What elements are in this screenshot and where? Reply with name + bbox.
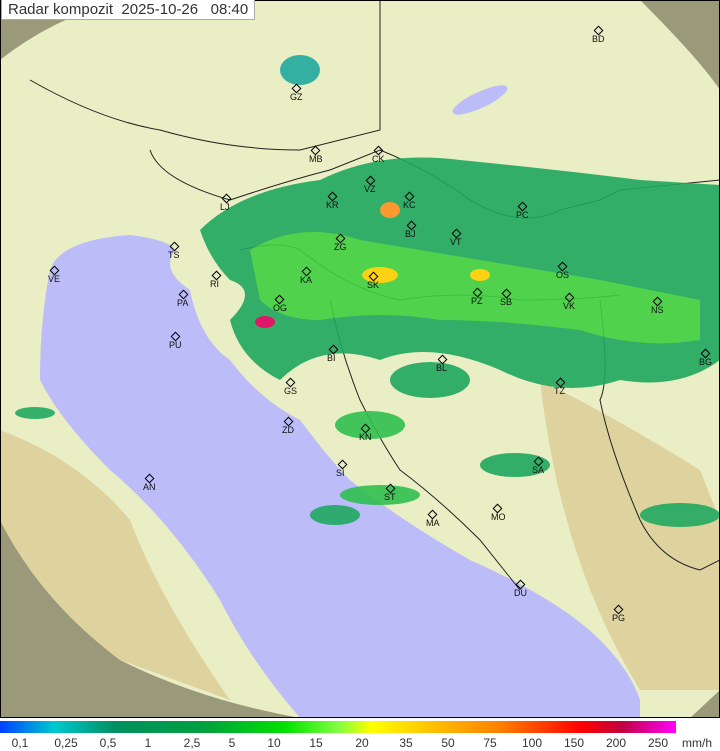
city-label: SB <box>500 297 513 307</box>
terrain-shading <box>0 380 720 700</box>
city-label: ST <box>384 492 396 502</box>
legend-tick: 20 <box>355 736 369 750</box>
city-label: BD <box>592 34 605 44</box>
city-label: GZ <box>290 92 303 102</box>
lake-balaton <box>452 85 508 115</box>
city-label: TZ <box>554 386 565 396</box>
city-label: SI <box>336 468 345 478</box>
city-label: SK <box>367 280 380 290</box>
city-label: KC <box>403 200 416 210</box>
city-label: SA <box>532 465 545 475</box>
rain-cell <box>380 202 400 218</box>
city-label: PC <box>516 210 529 220</box>
city-label: MA <box>426 518 440 528</box>
legend-tick: 10 <box>267 736 281 750</box>
rain-cell <box>362 267 398 283</box>
legend-tick: 250 <box>647 736 669 750</box>
map-title: Radar kompozit 2025-10-26 08:40 <box>1 0 256 20</box>
city-label: DU <box>514 588 527 598</box>
title-label: Radar kompozit <box>8 1 114 18</box>
city-label: VE <box>48 274 61 284</box>
legend-tick: 0,5 <box>99 736 117 750</box>
city-label: KN <box>359 432 372 442</box>
legend-color-bar <box>0 721 676 733</box>
city-label: TS <box>168 250 180 260</box>
city-label: PU <box>169 340 182 350</box>
city-label: LJ <box>220 202 230 212</box>
radar-map[interactable] <box>0 0 720 718</box>
city-label: ZD <box>282 425 294 435</box>
rain-cell <box>470 269 490 281</box>
city-label: RI <box>210 279 219 289</box>
rain-cell <box>255 316 275 328</box>
city-label: OG <box>273 303 288 313</box>
rain-area-core <box>250 232 700 344</box>
city-label: MO <box>491 512 506 522</box>
rain-area <box>390 362 470 398</box>
legend-tick: 2,5 <box>183 736 201 750</box>
city-label: VZ <box>364 184 376 194</box>
legend-unit: mm/h <box>682 736 712 750</box>
city-label: PA <box>177 298 189 308</box>
city-label: PG <box>612 613 626 623</box>
adriatic-sea <box>40 235 640 718</box>
title-date: 2025-10-26 <box>121 1 199 18</box>
city-label: PZ <box>471 296 483 306</box>
legend-tick: 150 <box>563 736 585 750</box>
city-label: BI <box>327 353 336 363</box>
rain-area <box>335 411 405 439</box>
rain-area <box>280 55 320 85</box>
city-label: CK <box>372 154 385 164</box>
city-label: KR <box>326 200 339 210</box>
legend-tick: 0,1 <box>11 736 29 750</box>
rain-area <box>480 453 550 477</box>
legend-tick: 5 <box>228 736 236 750</box>
rain-area <box>15 407 55 419</box>
city-label: BL <box>436 363 448 373</box>
rain-area <box>640 503 720 527</box>
city-label: ZG <box>334 242 347 252</box>
city-label: BJ <box>405 229 416 239</box>
legend-tick: 15 <box>309 736 323 750</box>
rain-area <box>340 485 420 505</box>
city-label: OS <box>556 270 570 280</box>
color-legend: 0,1 0,25 0,5 1 2,5 5 10 15 20 35 50 75 100 150 200 250 m… <box>0 718 720 751</box>
legend-tick: 35 <box>399 736 413 750</box>
legend-tick: 100 <box>521 736 543 750</box>
legend-tick: 1 <box>144 736 152 750</box>
city-label: BG <box>699 357 713 367</box>
rain-area <box>310 505 360 525</box>
city-label: GS <box>284 386 298 396</box>
precipitation <box>15 55 720 527</box>
legend-tick: 75 <box>483 736 497 750</box>
city-label: VK <box>563 301 576 311</box>
city-label: KA <box>300 275 313 285</box>
city-label: AN <box>143 482 156 492</box>
city-label: NS <box>651 305 664 315</box>
title-time: 08:40 <box>210 1 249 18</box>
city-label: VT <box>450 237 462 247</box>
legend-tick: 0,25 <box>54 736 78 750</box>
city-label: MB <box>309 154 323 164</box>
legend-tick: 200 <box>605 736 627 750</box>
legend-tick: 50 <box>441 736 455 750</box>
